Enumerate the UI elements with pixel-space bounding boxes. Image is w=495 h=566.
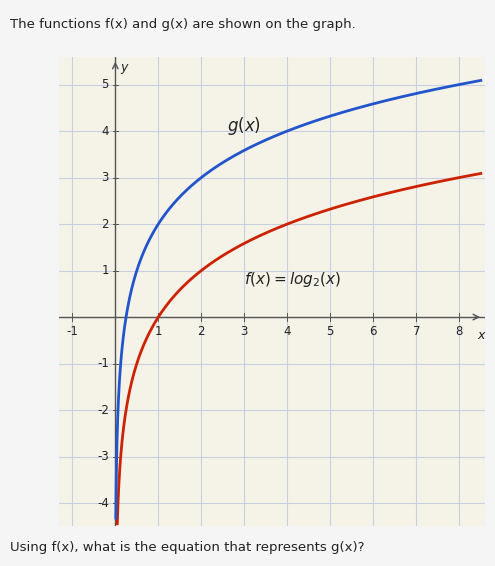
Text: 8: 8 xyxy=(455,325,463,338)
Text: 2: 2 xyxy=(101,217,109,230)
Text: 3: 3 xyxy=(101,171,109,184)
Text: 1: 1 xyxy=(154,325,162,338)
Text: $f(x) = log_2(x)$: $f(x) = log_2(x)$ xyxy=(245,271,342,289)
Text: 5: 5 xyxy=(327,325,334,338)
Text: x: x xyxy=(477,329,485,342)
Text: -1: -1 xyxy=(97,357,109,370)
Text: y: y xyxy=(120,61,128,74)
Text: 2: 2 xyxy=(198,325,205,338)
Text: $g(x)$: $g(x)$ xyxy=(227,115,261,138)
Text: -2: -2 xyxy=(97,404,109,417)
Text: The functions f(x) and g(x) are shown on the graph.: The functions f(x) and g(x) are shown on… xyxy=(10,18,355,31)
Text: 5: 5 xyxy=(101,78,109,91)
Text: 6: 6 xyxy=(370,325,377,338)
Text: 7: 7 xyxy=(412,325,420,338)
Text: 4: 4 xyxy=(101,125,109,138)
Text: -3: -3 xyxy=(97,450,109,463)
Text: 1: 1 xyxy=(101,264,109,277)
Text: -4: -4 xyxy=(97,496,109,509)
Text: Using f(x), what is the equation that represents g(x)?: Using f(x), what is the equation that re… xyxy=(10,541,364,554)
Text: 4: 4 xyxy=(284,325,291,338)
Text: 3: 3 xyxy=(241,325,248,338)
Text: -1: -1 xyxy=(66,325,78,338)
